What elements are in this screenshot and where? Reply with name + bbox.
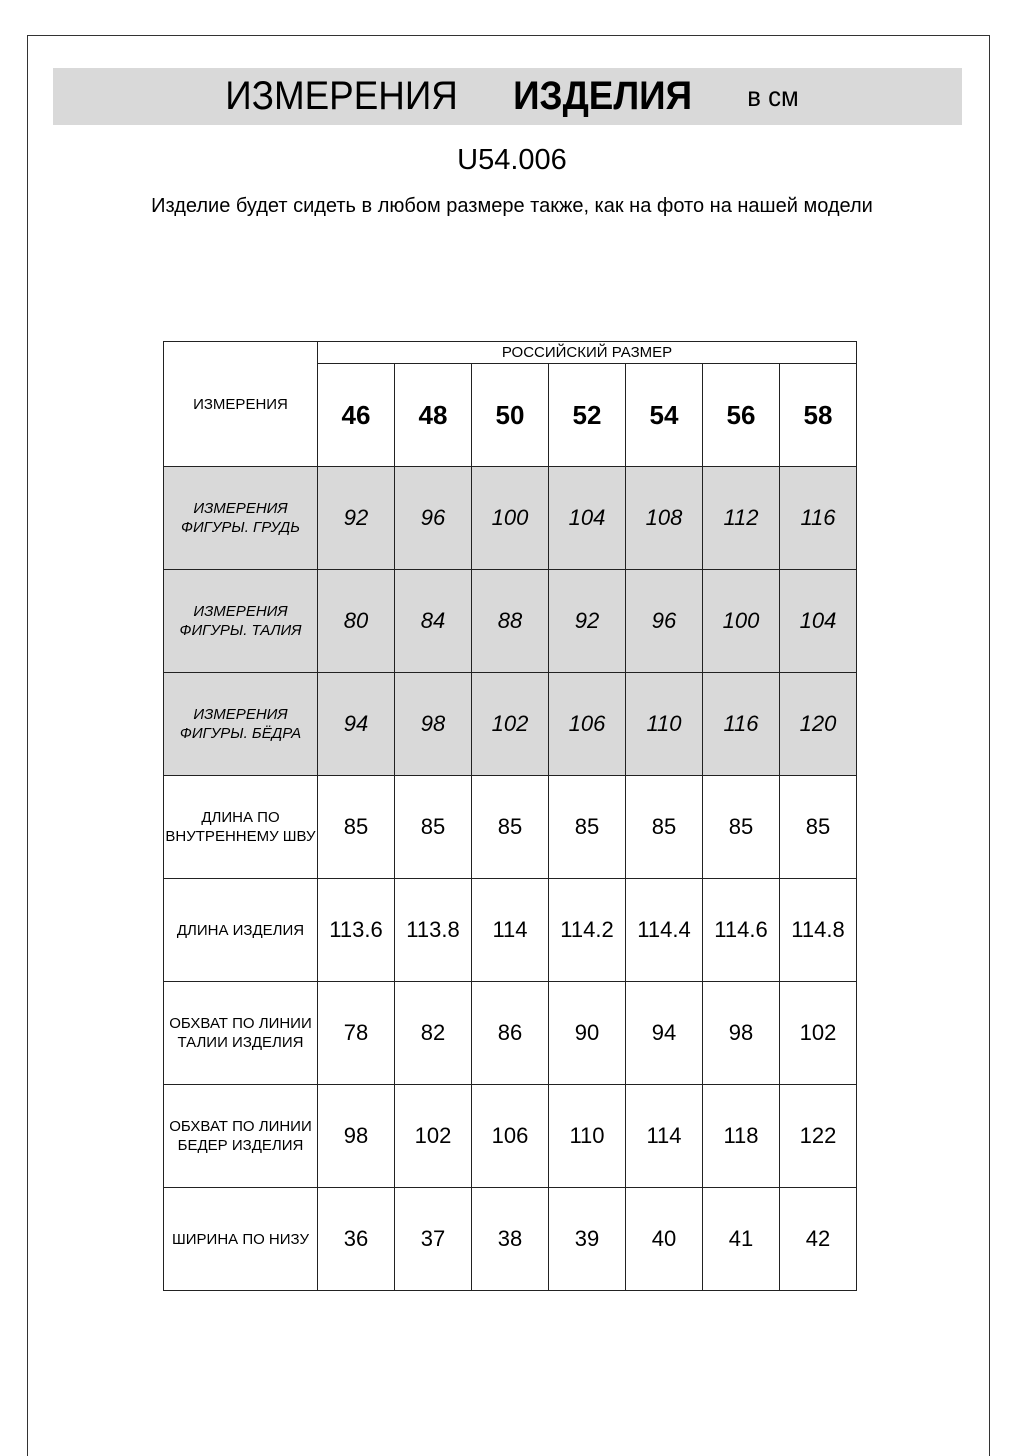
cell-value: 100 [702, 569, 780, 673]
cell-value: 108 [625, 466, 703, 570]
cell-value: 41 [702, 1187, 780, 1291]
row-label: ИЗМЕРЕНИЯ ФИГУРЫ. ГРУДЬ [163, 466, 318, 570]
page-frame [27, 35, 990, 1456]
article-code: U54.006 [457, 144, 567, 176]
table-row: ИЗМЕРЕНИЯ ФИГУРЫ. БЁДРА 94 98 102 106 110 116 1… [163, 672, 857, 776]
cell-value: 85 [548, 775, 626, 879]
cell-value: 113.6 [317, 878, 395, 982]
cell-value: 88 [471, 569, 549, 673]
cell-value: 106 [471, 1084, 549, 1188]
cell-value: 98 [394, 672, 472, 776]
cell-value: 78 [317, 981, 395, 1085]
size-header: 46 [317, 363, 395, 467]
table-row: ДЛИНА ПО ВНУТРЕННЕМУ ШВУ 85 85 85 85 85 85 85 [163, 775, 857, 879]
row-label: ИЗМЕРЕНИЯ ФИГУРЫ. ТАЛИЯ [163, 569, 318, 673]
cell-value: 94 [317, 672, 395, 776]
table-row: ОБХВАТ ПО ЛИНИИ БЕДЕР ИЗДЕЛИЯ 98 102 106 110… [163, 1084, 857, 1188]
cell-value: 94 [625, 981, 703, 1085]
cell-value: 110 [548, 1084, 626, 1188]
cell-value: 110 [625, 672, 703, 776]
cell-value: 102 [394, 1084, 472, 1188]
row-label: ДЛИНА ИЗДЕЛИЯ [163, 878, 318, 982]
cell-value: 114.4 [625, 878, 703, 982]
cell-value: 120 [779, 672, 857, 776]
table-row: ДЛИНА ИЗДЕЛИЯ 113.6 113.8 114 114.2 114.4 114.… [163, 878, 857, 982]
cell-value: 84 [394, 569, 472, 673]
cell-value: 104 [779, 569, 857, 673]
cell-value: 96 [625, 569, 703, 673]
size-header: 48 [394, 363, 472, 467]
table-row: ИЗМЕРЕНИЯ ФИГУРЫ. ТАЛИЯ 80 84 88 92 96 100 104 [163, 569, 857, 673]
cell-value: 85 [471, 775, 549, 879]
title-product: ИЗДЕЛИЯ [513, 74, 693, 118]
title-units: в см [747, 80, 799, 112]
size-header-row: 46 48 50 52 54 56 58 [164, 363, 857, 467]
table-row: ОБХВАТ ПО ЛИНИИ ТАЛИИ ИЗДЕЛИЯ 78 82 86 90 94 9… [163, 981, 857, 1085]
size-table: ИЗМЕРЕНИЯ РОССИЙСКИЙ РАЗМЕР 46 48 50 52 54 56… [163, 341, 857, 1291]
row-label: ОБХВАТ ПО ЛИНИИ БЕДЕР ИЗДЕЛИЯ [163, 1084, 318, 1188]
fit-note: Изделие будет сидеть в любом размере так… [151, 195, 873, 217]
cell-value: 86 [471, 981, 549, 1085]
cell-value: 114 [625, 1084, 703, 1188]
cell-value: 116 [702, 672, 780, 776]
cell-value: 39 [548, 1187, 626, 1291]
cell-value: 104 [548, 466, 626, 570]
row-label: ШИРИНА ПО НИЗУ [163, 1187, 318, 1291]
row-label: ДЛИНА ПО ВНУТРЕННЕМУ ШВУ [163, 775, 318, 879]
cell-value: 90 [548, 981, 626, 1085]
cell-value: 80 [317, 569, 395, 673]
cell-value: 113.8 [394, 878, 472, 982]
cell-value: 114 [471, 878, 549, 982]
cell-value: 102 [779, 981, 857, 1085]
cell-value: 82 [394, 981, 472, 1085]
cell-value: 122 [779, 1084, 857, 1188]
size-group-header: РОССИЙСКИЙ РАЗМЕР [317, 341, 857, 364]
size-header: 58 [779, 363, 857, 467]
table-row: ИЗМЕРЕНИЯ ФИГУРЫ. ГРУДЬ 92 96 100 104 108 112 1… [163, 466, 857, 570]
cell-value: 85 [779, 775, 857, 879]
cell-value: 100 [471, 466, 549, 570]
cell-value: 40 [625, 1187, 703, 1291]
cell-value: 85 [702, 775, 780, 879]
cell-value: 102 [471, 672, 549, 776]
cell-value: 36 [317, 1187, 395, 1291]
cell-value: 106 [548, 672, 626, 776]
cell-value: 112 [702, 466, 780, 570]
cell-value: 37 [394, 1187, 472, 1291]
cell-value: 38 [471, 1187, 549, 1291]
cell-value: 92 [317, 466, 395, 570]
cell-value: 42 [779, 1187, 857, 1291]
size-header: 56 [702, 363, 780, 467]
size-header: 50 [471, 363, 549, 467]
table-row: ШИРИНА ПО НИЗУ 36 37 38 39 40 41 42 [163, 1187, 857, 1291]
cell-value: 98 [317, 1084, 395, 1188]
row-label: ИЗМЕРЕНИЯ ФИГУРЫ. БЁДРА [163, 672, 318, 776]
cell-value: 98 [702, 981, 780, 1085]
cell-value: 114.6 [702, 878, 780, 982]
size-header: 54 [625, 363, 703, 467]
cell-value: 114.8 [779, 878, 857, 982]
corner-label: ИЗМЕРЕНИЯ [163, 341, 318, 467]
size-header: 52 [548, 363, 626, 467]
title-band [53, 68, 962, 125]
cell-value: 92 [548, 569, 626, 673]
cell-value: 118 [702, 1084, 780, 1188]
title-measurements: ИЗМЕРЕНИЯ [225, 74, 458, 118]
cell-value: 85 [394, 775, 472, 879]
page-title: ИЗМЕРЕНИЯ ИЗДЕЛИЯ в см [41, 68, 983, 125]
cell-value: 116 [779, 466, 857, 570]
cell-value: 114.2 [548, 878, 626, 982]
cell-value: 85 [317, 775, 395, 879]
cell-value: 85 [625, 775, 703, 879]
row-label: ОБХВАТ ПО ЛИНИИ ТАЛИИ ИЗДЕЛИЯ [163, 981, 318, 1085]
cell-value: 96 [394, 466, 472, 570]
